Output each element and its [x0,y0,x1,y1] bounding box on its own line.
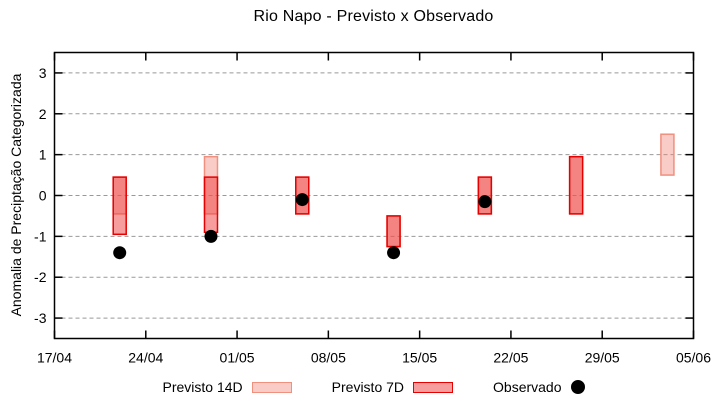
forecast-bar-7d [203,176,219,234]
forecast-bar-14d [660,133,675,176]
y-tick-label: 2 [39,106,47,122]
x-tick-label: 05/06 [676,350,711,366]
legend-item-observado: Observado [493,379,585,395]
y-tick-label: -2 [34,269,47,285]
legend-label-observado: Observado [493,379,562,395]
x-tick-label: 22/05 [493,350,528,366]
observed-dot [204,229,218,243]
forecast-bar-7d [568,155,584,215]
legend-item-previsto-7d: Previsto 7D [331,379,454,395]
observed-dot [478,195,492,209]
chart-title: Rio Napo - Previsto x Observado [253,8,494,25]
legend-item-previsto-14d: Previsto 14D [163,379,292,395]
legend-swatch-previsto-14d [251,381,292,393]
x-tick-label: 08/05 [311,350,346,366]
legend-label-previsto-7d: Previsto 7D [331,379,405,395]
observed-dot [113,246,127,260]
y-tick-label: 0 [39,188,47,204]
y-tick-label: 3 [39,65,47,81]
forecast-bar-7d [112,176,127,236]
x-tick-label: 24/04 [128,350,163,366]
x-tick-label: 15/05 [402,350,437,366]
observed-dot [387,246,401,260]
forecast-bar-7d [386,215,401,248]
legend-label-previsto-14d: Previsto 14D [162,379,243,395]
chart-legend: Previsto 14D Previsto 7D Observado [54,377,693,397]
x-tick-label: 01/05 [220,350,255,366]
legend-swatch-previsto-7d [413,381,454,393]
y-tick-label: 1 [39,147,47,163]
x-tick-label: 17/04 [37,350,72,366]
x-tick-label: 29/05 [585,350,620,366]
y-tick-label: -1 [34,228,47,244]
plot-border [53,51,695,340]
legend-swatch-observado [570,380,585,394]
observed-dot [295,193,309,207]
y-tick-label: -3 [34,310,47,326]
